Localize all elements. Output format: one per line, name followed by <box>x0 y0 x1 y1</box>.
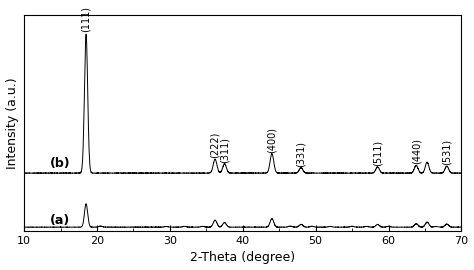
Text: (400): (400) <box>267 127 277 153</box>
Text: (222): (222) <box>210 132 220 158</box>
Text: (111): (111) <box>81 6 91 32</box>
Text: (311): (311) <box>219 137 229 163</box>
Text: (b): (b) <box>50 157 70 170</box>
X-axis label: 2-Theta (degree): 2-Theta (degree) <box>190 251 295 264</box>
Text: (531): (531) <box>442 139 452 165</box>
Y-axis label: Intensity (a.u.): Intensity (a.u.) <box>6 77 18 169</box>
Text: (511): (511) <box>373 140 383 166</box>
Text: (a): (a) <box>50 214 70 228</box>
Text: (331): (331) <box>296 141 306 167</box>
Text: (440): (440) <box>411 138 421 164</box>
